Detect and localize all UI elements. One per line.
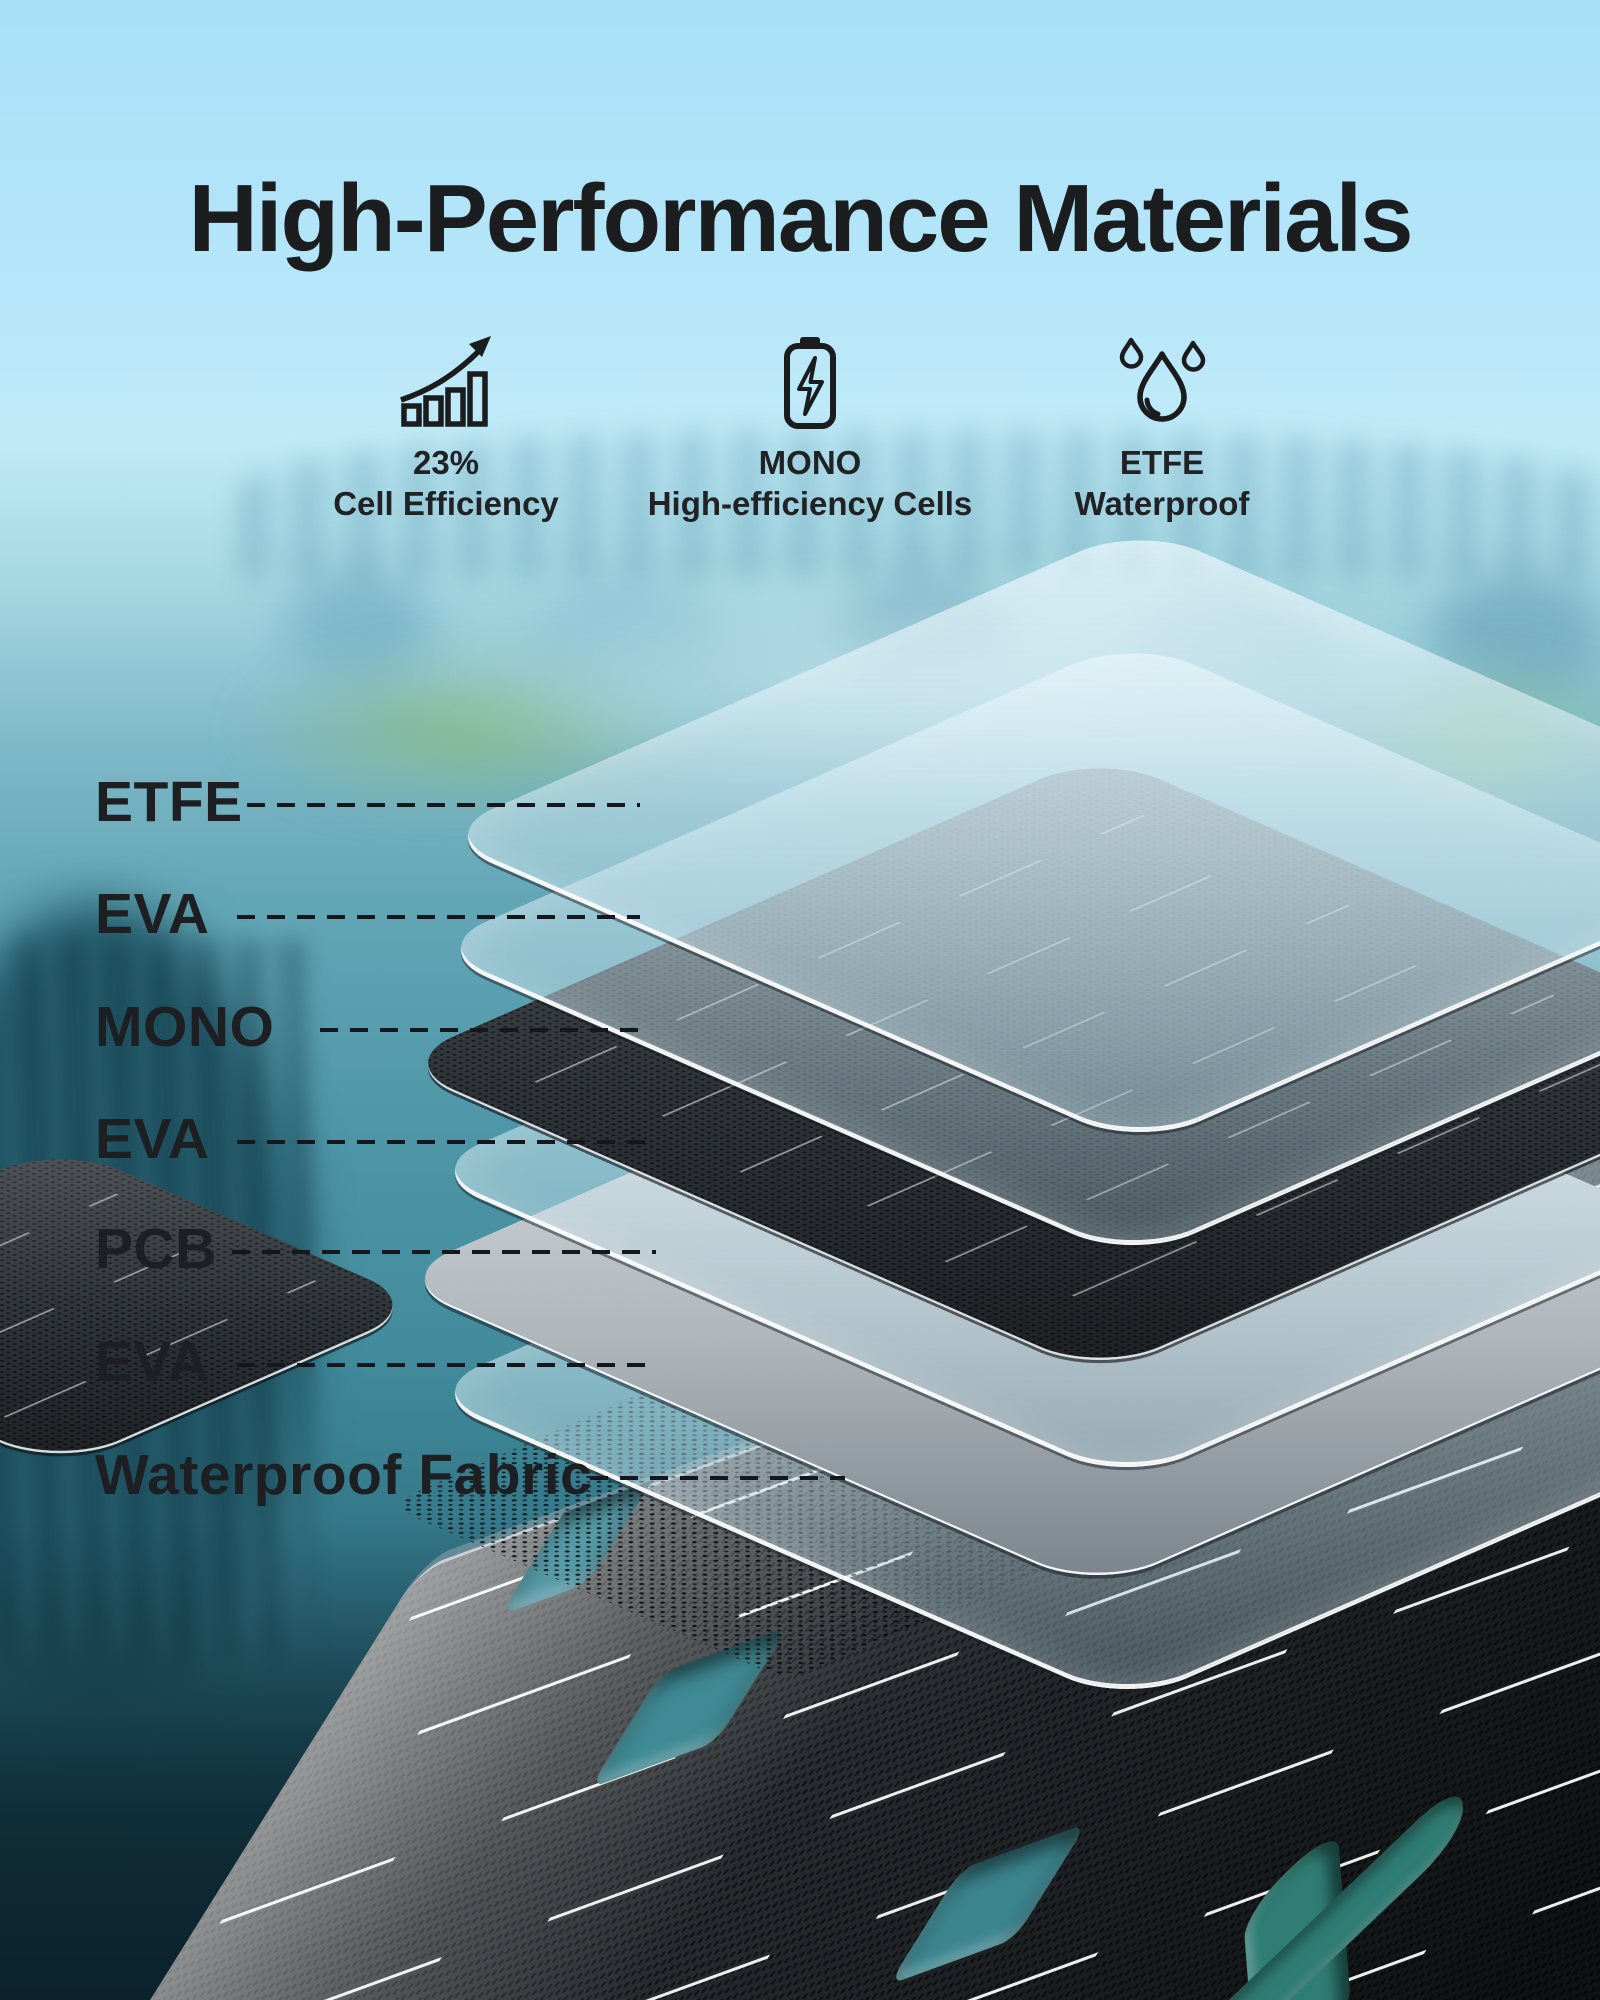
leader-line-etfe (247, 803, 640, 807)
layer-label-eva-3: EVA (95, 1330, 210, 1394)
feature-cell-efficiency: 23% Cell Efficiency (266, 330, 626, 524)
leader-line-eva-3 (237, 1363, 656, 1367)
feature-mono-cells: MONO High-efficiency Cells (630, 330, 990, 524)
feature-etfe-waterproof: ETFE Waterproof (982, 330, 1342, 524)
feature-value: MONO (758, 444, 862, 481)
layer-label-pcb: PCB (95, 1217, 217, 1281)
leader-line-eva-1 (237, 915, 640, 919)
page-title: High-Performance Materials (188, 165, 1413, 273)
feature-value: 23% (412, 444, 480, 481)
panel-x-cutout (1063, 1740, 1531, 2000)
layer-label-etfe: ETFE (95, 770, 243, 834)
layer-label-waterproof-fabric: Waterproof Fabric (95, 1443, 593, 1507)
leader-line-mono (320, 1028, 648, 1032)
leader-line-pcb (232, 1250, 656, 1254)
feature-value: ETFE (1119, 444, 1205, 481)
leader-line-waterproof-fabric (590, 1476, 845, 1480)
water-drops-icon (1119, 337, 1206, 422)
layer-label-eva-2: EVA (95, 1107, 210, 1171)
feature-label: Cell Efficiency (333, 485, 559, 522)
layer-label-eva-1: EVA (95, 882, 210, 946)
feature-label: High-efficiency Cells (647, 485, 973, 522)
growth-chart-icon (400, 336, 491, 427)
panel-slot-cutout (888, 1823, 1088, 1985)
feature-label: Waterproof (1074, 485, 1250, 522)
leader-line-eva-2 (237, 1140, 656, 1144)
layer-label-mono: MONO (95, 995, 275, 1059)
battery-bolt-icon (784, 337, 836, 429)
